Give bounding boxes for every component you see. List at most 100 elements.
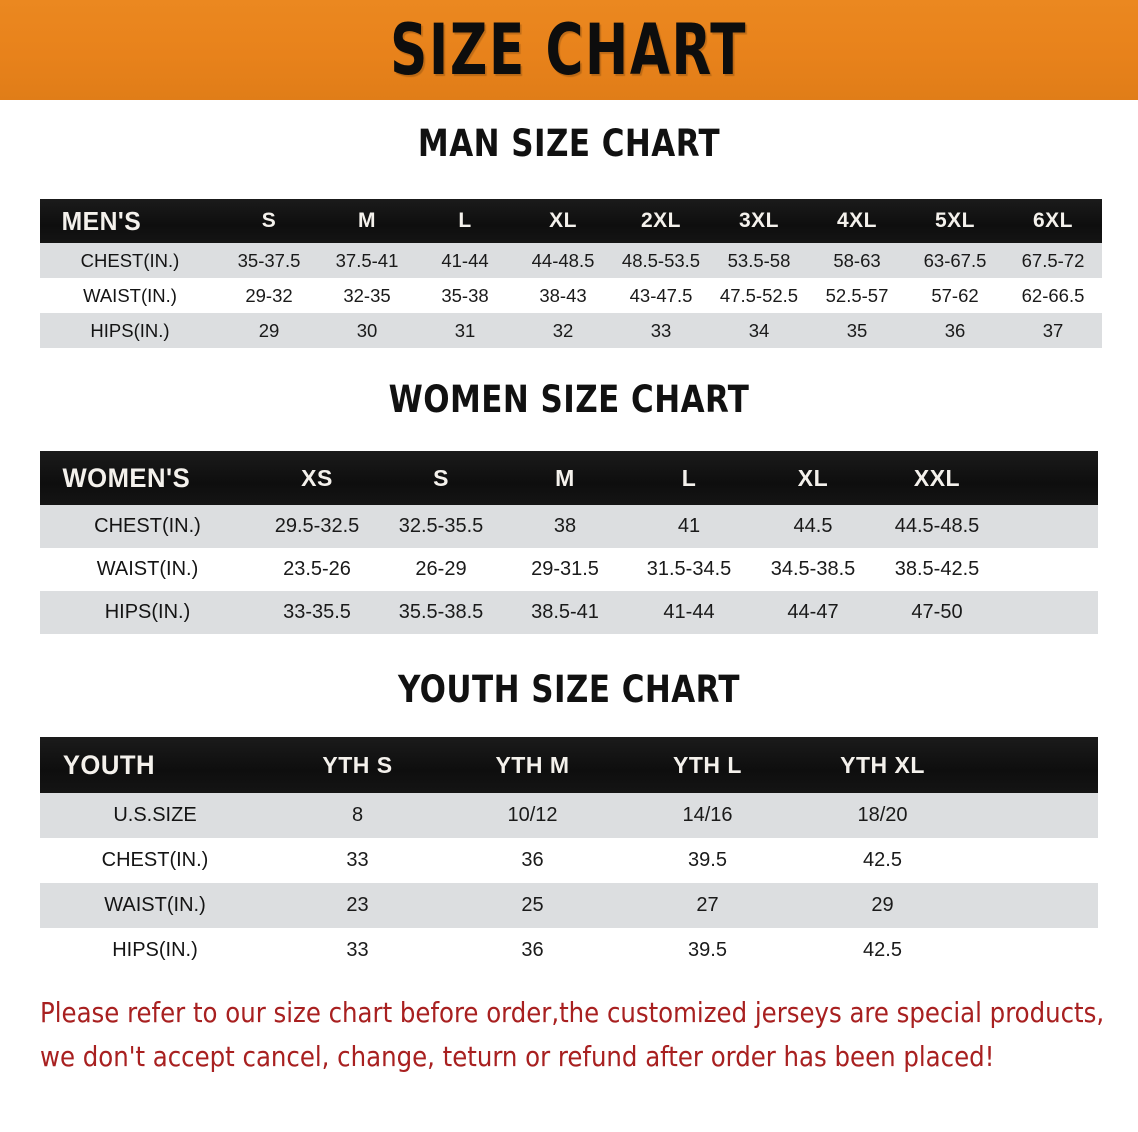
youth-col-header-m: YTH M bbox=[495, 751, 570, 778]
women-chest-xs: 29.5-32.5 bbox=[274, 515, 360, 537]
women-row-label-chest: CHEST(IN.) bbox=[94, 515, 201, 537]
youth-section-title: YOUTH SIZE CHART bbox=[397, 668, 741, 711]
disclaimer-line-2: we don't accept cancel, change, teturn o… bbox=[40, 1040, 995, 1073]
youth-waist-l: 27 bbox=[696, 894, 719, 916]
youth-row-label-ussize: U.S.SIZE bbox=[113, 804, 197, 826]
man-table-header-row: MEN'S S M L XL 2XL 3XL 4XL 5XL 6XL bbox=[40, 199, 1102, 243]
youth-ussize-empty bbox=[970, 793, 1098, 838]
banner-title: SIZE CHART bbox=[390, 9, 748, 91]
youth-size-table: YOUTH YTH S YTH M YTH L YTH XL U.S.SIZE … bbox=[40, 737, 1098, 973]
man-hips-6xl: 37 bbox=[1042, 319, 1064, 341]
women-col-header-l: L bbox=[681, 464, 697, 491]
youth-table-header-row: YOUTH YTH S YTH M YTH L YTH XL bbox=[40, 737, 1098, 793]
man-chest-3xl: 53.5-58 bbox=[727, 249, 791, 271]
man-hips-s: 29 bbox=[258, 319, 280, 341]
women-size-table: WOMEN'S XS S M L XL XXL CHEST(IN.) 29.5-… bbox=[40, 451, 1098, 634]
youth-col-header-xl: YTH XL bbox=[840, 751, 925, 778]
man-hips-5xl: 36 bbox=[944, 319, 966, 341]
man-col-header-xl: XL bbox=[549, 209, 577, 232]
table-row: CHEST(IN.) 33 36 39.5 42.5 bbox=[40, 838, 1098, 883]
women-waist-m: 29-31.5 bbox=[531, 558, 599, 580]
women-col-header-empty bbox=[999, 451, 1098, 505]
man-waist-6xl: 62-66.5 bbox=[1021, 284, 1085, 306]
women-hips-l: 41-44 bbox=[663, 601, 715, 623]
women-corner-label: WOMEN'S bbox=[62, 462, 191, 493]
youth-waist-xl: 29 bbox=[871, 894, 894, 916]
man-waist-4xl: 52.5-57 bbox=[825, 284, 889, 306]
women-chest-xxl: 44.5-48.5 bbox=[894, 515, 980, 537]
man-row-label-chest: CHEST(IN.) bbox=[80, 249, 180, 271]
women-hips-xl: 44-47 bbox=[787, 601, 839, 623]
table-row: WAIST(IN.) 29-32 32-35 35-38 38-43 43-47… bbox=[40, 278, 1102, 313]
youth-waist-m: 25 bbox=[521, 894, 544, 916]
table-row: CHEST(IN.) 29.5-32.5 32.5-35.5 38 41 44.… bbox=[40, 505, 1098, 548]
women-waist-xs: 23.5-26 bbox=[283, 558, 351, 580]
man-waist-3xl: 47.5-52.5 bbox=[719, 284, 799, 306]
women-col-header-s: S bbox=[433, 464, 449, 491]
man-waist-xl: 38-43 bbox=[539, 284, 587, 306]
youth-chest-m: 36 bbox=[521, 849, 544, 871]
youth-hips-l: 39.5 bbox=[688, 939, 727, 961]
women-col-header-xl: XL bbox=[797, 464, 829, 491]
youth-row-label-chest: CHEST(IN.) bbox=[101, 849, 209, 871]
man-chest-6xl: 67.5-72 bbox=[1021, 249, 1085, 271]
man-section-title: MAN SIZE CHART bbox=[417, 122, 721, 165]
youth-waist-empty bbox=[970, 883, 1098, 928]
women-section-title: WOMEN SIZE CHART bbox=[388, 378, 750, 421]
man-size-table: MEN'S S M L XL 2XL 3XL 4XL 5XL 6XL CHEST… bbox=[40, 199, 1102, 348]
man-hips-2xl: 33 bbox=[650, 319, 672, 341]
women-row-label-waist: WAIST(IN.) bbox=[96, 558, 199, 580]
man-chest-2xl: 48.5-53.5 bbox=[621, 249, 701, 271]
youth-chest-empty bbox=[970, 838, 1098, 883]
youth-ussize-xl: 18/20 bbox=[857, 804, 908, 826]
youth-hips-empty bbox=[970, 928, 1098, 973]
youth-waist-s: 23 bbox=[346, 894, 369, 916]
youth-hips-s: 33 bbox=[346, 939, 369, 961]
disclaimer-line-1: Please refer to our size chart before or… bbox=[40, 996, 1105, 1029]
table-row: HIPS(IN.) 29 30 31 32 33 34 35 36 37 bbox=[40, 313, 1102, 348]
table-row: WAIST(IN.) 23 25 27 29 bbox=[40, 883, 1098, 928]
women-hips-xxl: 47-50 bbox=[911, 601, 963, 623]
man-col-header-4xl: 4XL bbox=[836, 209, 877, 232]
man-waist-s: 29-32 bbox=[245, 284, 293, 306]
man-corner-label: MEN'S bbox=[61, 205, 142, 236]
youth-hips-m: 36 bbox=[521, 939, 544, 961]
women-hips-s: 35.5-38.5 bbox=[398, 601, 484, 623]
youth-chest-l: 39.5 bbox=[688, 849, 727, 871]
man-hips-m: 30 bbox=[356, 319, 378, 341]
women-waist-xl: 34.5-38.5 bbox=[770, 558, 856, 580]
youth-corner-label: YOUTH bbox=[62, 749, 155, 780]
man-hips-4xl: 35 bbox=[846, 319, 868, 341]
women-hips-empty bbox=[999, 591, 1098, 634]
table-row: U.S.SIZE 8 10/12 14/16 18/20 bbox=[40, 793, 1098, 838]
man-col-header-s: S bbox=[261, 209, 277, 232]
man-waist-l: 35-38 bbox=[441, 284, 489, 306]
header-banner: SIZE CHART bbox=[0, 0, 1138, 100]
women-waist-empty bbox=[999, 548, 1098, 591]
youth-table-wrap: YOUTH YTH S YTH M YTH L YTH XL U.S.SIZE … bbox=[40, 737, 1098, 973]
man-waist-m: 32-35 bbox=[343, 284, 391, 306]
youth-chest-s: 33 bbox=[346, 849, 369, 871]
man-hips-xl: 32 bbox=[552, 319, 574, 341]
women-table-wrap: WOMEN'S XS S M L XL XXL CHEST(IN.) 29.5-… bbox=[40, 451, 1098, 634]
women-table-header-row: WOMEN'S XS S M L XL XXL bbox=[40, 451, 1098, 505]
youth-ussize-s: 8 bbox=[351, 804, 364, 826]
man-waist-2xl: 43-47.5 bbox=[629, 284, 693, 306]
women-waist-xxl: 38.5-42.5 bbox=[894, 558, 980, 580]
youth-ussize-l: 14/16 bbox=[682, 804, 733, 826]
youth-col-header-empty bbox=[970, 737, 1098, 793]
man-col-header-3xl: 3XL bbox=[738, 209, 779, 232]
women-chest-s: 32.5-35.5 bbox=[398, 515, 484, 537]
youth-ussize-m: 10/12 bbox=[507, 804, 558, 826]
women-chest-m: 38 bbox=[553, 515, 577, 537]
women-chest-xl: 44.5 bbox=[793, 515, 833, 537]
man-chest-4xl: 58-63 bbox=[833, 249, 881, 271]
man-row-label-waist: WAIST(IN.) bbox=[83, 284, 177, 306]
disclaimer-text: Please refer to our size chart before or… bbox=[40, 991, 1104, 1079]
youth-row-label-hips: HIPS(IN.) bbox=[112, 939, 198, 961]
table-row: WAIST(IN.) 23.5-26 26-29 29-31.5 31.5-34… bbox=[40, 548, 1098, 591]
table-row: HIPS(IN.) 33 36 39.5 42.5 bbox=[40, 928, 1098, 973]
women-col-header-m: M bbox=[555, 464, 575, 491]
man-chest-xl: 44-48.5 bbox=[531, 249, 595, 271]
